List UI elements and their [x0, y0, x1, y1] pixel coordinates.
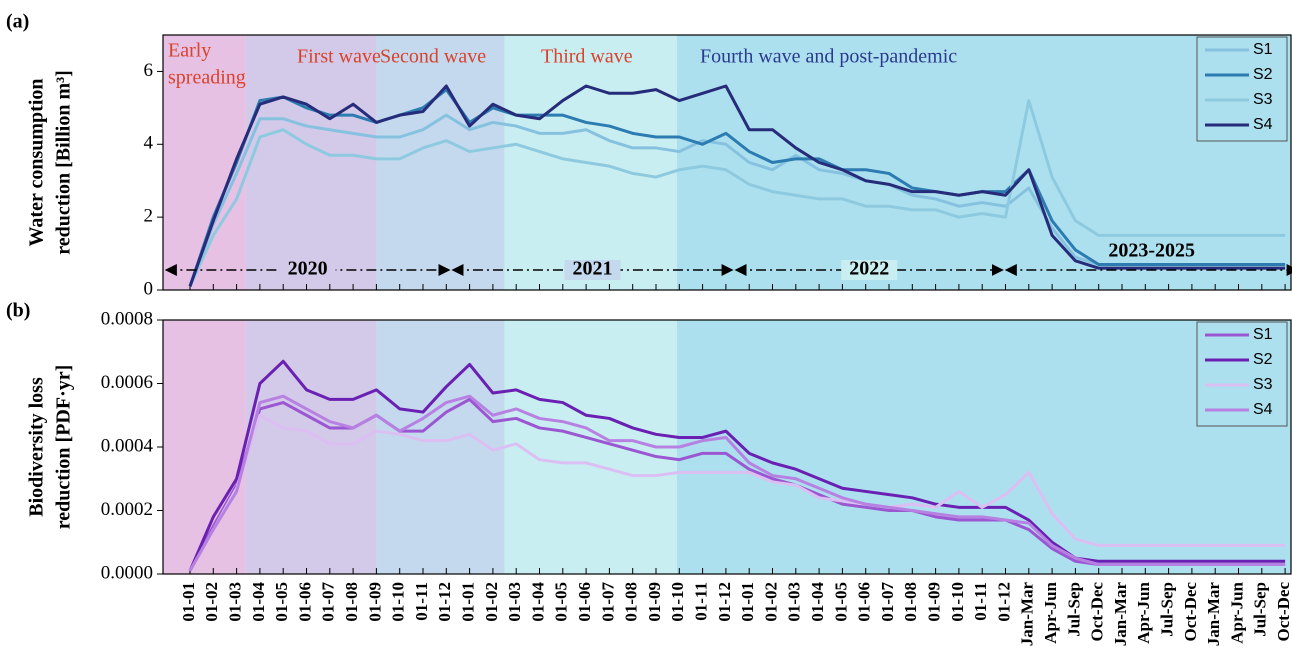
- x-tick-label: 01-12: [435, 582, 454, 622]
- x-tick-label: Jul-Sep: [1158, 582, 1177, 637]
- period-label: 2022: [849, 258, 889, 280]
- x-tick-label: 01-11: [971, 582, 990, 621]
- x-tick-label: 01-08: [901, 582, 920, 622]
- x-tick-label: 01-06: [295, 582, 314, 622]
- x-tick-label: 01-06: [575, 582, 594, 622]
- x-tick-label: 01-10: [948, 582, 967, 622]
- y-tick-label: 4: [144, 133, 154, 154]
- x-tick-label: 01-11: [412, 582, 431, 621]
- phase-band: [245, 320, 377, 574]
- y-tick-label: 0.0006: [101, 372, 153, 393]
- plot-frame: [162, 34, 1292, 291]
- x-tick-label: 01-04: [528, 582, 547, 622]
- legend-label: S4: [1253, 116, 1273, 133]
- legend-label: S2: [1253, 66, 1273, 83]
- series-line: [188, 413, 1286, 572]
- x-tick-label: 01-05: [831, 582, 850, 622]
- x-tick-label: Apr-Jun: [1227, 581, 1246, 643]
- x-tick-label: Jan-Mar: [1111, 582, 1130, 647]
- phase-label: spreading: [168, 67, 246, 89]
- panel-label: (b): [6, 300, 30, 322]
- x-tick-label: 01-02: [202, 582, 221, 622]
- x-tick-label: 01-07: [319, 582, 338, 622]
- x-tick-label: 01-09: [925, 582, 944, 622]
- y-axis-title: reduction [PDF·yr]: [53, 365, 75, 530]
- y-tick-label: 0: [144, 278, 154, 299]
- x-tick-label: 01-10: [389, 582, 408, 622]
- x-tick-label: Jan-Mar: [1204, 582, 1223, 647]
- legend-label: S1: [1253, 326, 1273, 343]
- y-tick-label: 6: [144, 60, 154, 81]
- x-tick-label: 01-09: [645, 582, 664, 622]
- x-tick-label: 01-11: [692, 582, 711, 621]
- period-label-bg: [841, 260, 898, 280]
- x-tick-label: 01-08: [622, 582, 641, 622]
- x-tick-label: 01-04: [249, 582, 268, 622]
- x-tick-label: Oct-Dec: [1088, 582, 1107, 642]
- x-tick-label: Apr-Jun: [1134, 581, 1153, 643]
- x-tick-label: Oct-Dec: [1274, 582, 1292, 642]
- x-tick-label: 01-12: [715, 582, 734, 622]
- period-label: 2020: [288, 258, 328, 280]
- x-tick-label: 01-06: [855, 582, 874, 622]
- legend-box: [1196, 36, 1288, 142]
- x-tick-label: 01-03: [505, 582, 524, 622]
- x-tick-label: Apr-Jun: [1041, 581, 1060, 643]
- x-tick-label: 01-02: [482, 582, 501, 622]
- y-axis-title: Biodiversity loss: [26, 377, 48, 517]
- phase-label: Fourth wave and post-pandemic: [700, 46, 957, 68]
- x-tick-label: Jul-Sep: [1251, 582, 1270, 637]
- phase-band: [504, 320, 677, 574]
- x-tick-label: 01-08: [342, 582, 361, 622]
- series-line: [188, 359, 1286, 572]
- legend-box: [1196, 321, 1288, 427]
- y-tick-label: 0.0000: [101, 562, 153, 583]
- legend-label: S3: [1253, 376, 1273, 393]
- x-tick-label: 01-02: [761, 582, 780, 622]
- legend-label: S4: [1253, 401, 1273, 418]
- period-label-bg: [279, 260, 336, 280]
- phase-band: [163, 320, 246, 574]
- x-tick-label: Jan-Mar: [1018, 582, 1037, 647]
- legend-label: S3: [1253, 91, 1273, 108]
- x-tick-label: 01-05: [272, 582, 291, 622]
- y-tick-label: 0.0002: [101, 499, 153, 520]
- phase-label: First wave: [297, 46, 381, 68]
- x-tick-label: Oct-Dec: [1181, 582, 1200, 642]
- x-tick-label: 01-12: [994, 582, 1013, 622]
- x-tick-label: 01-04: [808, 582, 827, 622]
- legend-label: S1: [1253, 41, 1273, 58]
- panel-label: (a): [6, 11, 29, 33]
- x-tick-label: 01-03: [785, 582, 804, 622]
- x-tick-label: 01-01: [738, 582, 757, 622]
- series-line: [188, 394, 1286, 572]
- y-axis-title: reduction [Billion m³]: [53, 70, 75, 255]
- y-tick-label: 2: [144, 206, 154, 227]
- x-tick-label: 01-01: [179, 582, 198, 622]
- y-axis-title: Water consumption: [26, 79, 48, 247]
- phase-label: Second wave: [380, 46, 486, 68]
- phase-band: [245, 35, 377, 290]
- phase-band: [376, 35, 505, 290]
- period-label: 2021: [573, 258, 613, 280]
- x-tick-label: 01-09: [365, 582, 384, 622]
- x-tick-label: 01-01: [459, 582, 478, 622]
- x-tick-label: 01-07: [878, 582, 897, 622]
- phase-label: Early: [168, 40, 211, 62]
- x-tick-label: Jul-Sep: [1064, 582, 1083, 637]
- x-tick-label: 01-05: [552, 582, 571, 622]
- y-tick-label: 0.0008: [101, 308, 153, 329]
- phase-band: [676, 320, 1291, 574]
- x-tick-label: 01-07: [598, 582, 617, 622]
- period-label-bg: [564, 260, 621, 280]
- phase-label: Third wave: [541, 46, 633, 68]
- period-label: 2023-2025: [1108, 240, 1195, 262]
- x-tick-label: 01-03: [226, 582, 245, 622]
- legend-label: S2: [1253, 351, 1273, 368]
- series-line: [188, 99, 1286, 287]
- y-tick-label: 0.0004: [101, 435, 154, 456]
- phase-band: [376, 320, 505, 574]
- x-tick-label: 01-10: [668, 582, 687, 622]
